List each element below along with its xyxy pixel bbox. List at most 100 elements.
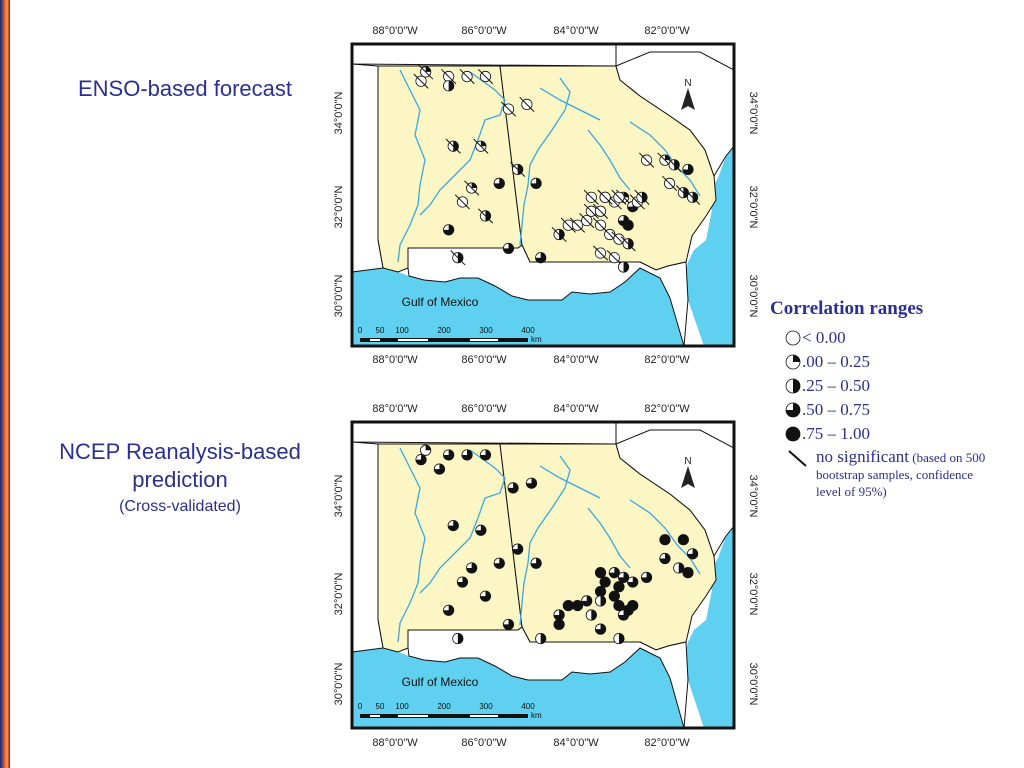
legend-row-label: .25 – 0.50 (802, 376, 870, 395)
scale-number: 0 (358, 702, 363, 711)
station-marker (493, 557, 505, 569)
ocean-water (352, 648, 684, 728)
station-marker (599, 576, 611, 588)
lat-tick-label: 32°0'0"N (333, 573, 345, 616)
florida-land (407, 244, 689, 347)
station-marker (634, 189, 650, 205)
alabama-land (377, 443, 523, 653)
rivers (397, 447, 701, 643)
legend-row-label: .50 – 0.75 (802, 400, 870, 419)
sc-land (615, 429, 735, 558)
station-marker (617, 609, 630, 621)
station-marker (581, 595, 593, 607)
station-marker (525, 477, 538, 489)
station-marker (640, 571, 653, 583)
station-marker (592, 245, 609, 261)
station-marker (454, 194, 471, 210)
mississippi-land (351, 441, 384, 653)
florida-land (407, 626, 689, 729)
legend-title: Correlation ranges (770, 298, 924, 319)
correlation-symbol-icon (785, 426, 801, 442)
station-marker (441, 68, 457, 85)
station-marker (459, 68, 475, 85)
station-marker (571, 599, 584, 612)
station-marker (594, 567, 607, 579)
station-marker (473, 138, 489, 154)
lon-ticks-bottom: 88°0'0"W 86°0'0"W 84°0'0"W 82°0'0"W (372, 354, 690, 366)
station-marker (445, 138, 461, 154)
station-marker (579, 213, 595, 229)
ncep-title-line2: prediction (132, 467, 228, 492)
station-marker (583, 189, 599, 205)
station-marker (447, 519, 459, 532)
correlation-legend: Correlation ranges < 0.00 .00 – 0.25 .25… (770, 298, 1010, 500)
lat-ticks-right: 34°0'0"N 32°0'0"N 30°0'0"N (747, 92, 759, 318)
station-marker (464, 180, 480, 196)
station-marker (659, 534, 671, 546)
scale-number: 50 (376, 702, 385, 711)
ncep-title-line1: NCEP Reanalysis-based (59, 439, 301, 464)
station-marker (479, 590, 492, 602)
station-marker (597, 189, 613, 205)
station-marker (493, 177, 505, 189)
lat-tick-label: 32°0'0"N (333, 186, 345, 229)
lon-tick-label: 86°0'0"W (461, 354, 507, 366)
station-marker (639, 152, 655, 168)
station-marker (553, 618, 565, 631)
station-marker (613, 632, 625, 645)
tennessee-land (351, 421, 617, 445)
station-marker (530, 557, 542, 569)
rivers (397, 69, 701, 263)
lon-tick-label: 84°0'0"W (553, 354, 599, 366)
lat-tick-label: 34°0'0"N (333, 475, 345, 518)
lon-tick-label: 88°0'0"W (372, 403, 418, 415)
north-arrow: N (681, 78, 695, 110)
station-marker (585, 609, 597, 621)
station-marker (450, 250, 466, 266)
ncep-prediction-title: NCEP Reanalysis-based prediction (30, 438, 330, 494)
station-marker (535, 632, 547, 645)
station-marker (461, 449, 473, 461)
scale-bar: 0 50 100 200 300 400 km (358, 702, 542, 720)
correlation-symbol-icon (785, 330, 801, 346)
scale-number: 100 (395, 702, 409, 711)
no-significant-label: no significant (816, 447, 910, 466)
enso-map: 88°0'0"W 86°0'0"W 84°0'0"W 82°0'0"W 88°0… (333, 25, 759, 366)
lat-ticks-left: 34°0'0"N 32°0'0"N 30°0'0"N (333, 92, 345, 318)
lat-tick-label: 30°0'0"N (747, 275, 759, 318)
station-marker (452, 632, 464, 645)
enso-forecast-title: ENSO-based forecast (78, 76, 292, 101)
map-border (350, 420, 736, 730)
ocean-water (352, 268, 684, 346)
station-marker (662, 175, 678, 191)
station-marker (666, 157, 682, 173)
north-label: N (684, 78, 691, 89)
scale-number: 50 (376, 326, 385, 335)
station-marker (620, 236, 636, 252)
station-marker (611, 189, 627, 205)
lon-tick-label: 84°0'0"W (553, 737, 599, 749)
station-marker (477, 68, 494, 85)
lon-tick-label: 86°0'0"W (461, 403, 507, 415)
station-marker (594, 585, 607, 598)
station-marker (502, 242, 515, 255)
legend-row-label: .75 – 1.00 (802, 424, 870, 443)
station-marker (613, 599, 625, 612)
scale-number: 300 (479, 326, 493, 335)
station-marker (519, 96, 535, 112)
scale-number: 200 (437, 326, 451, 335)
alabama-land (377, 65, 523, 273)
station-marker (466, 562, 478, 574)
station-marker (443, 224, 455, 236)
station-marker (613, 581, 625, 593)
station-marker (443, 80, 455, 92)
correlation-symbol-icon (785, 354, 801, 370)
scale-number: 400 (521, 702, 535, 711)
station-marker (608, 567, 620, 579)
station-marker (682, 567, 694, 579)
station-marker (592, 203, 609, 219)
station-marker (617, 571, 630, 583)
lat-tick-label: 32°0'0"N (747, 573, 759, 616)
station-marker (627, 599, 639, 612)
ncep-subtitle: (Cross-validated) (119, 498, 241, 515)
